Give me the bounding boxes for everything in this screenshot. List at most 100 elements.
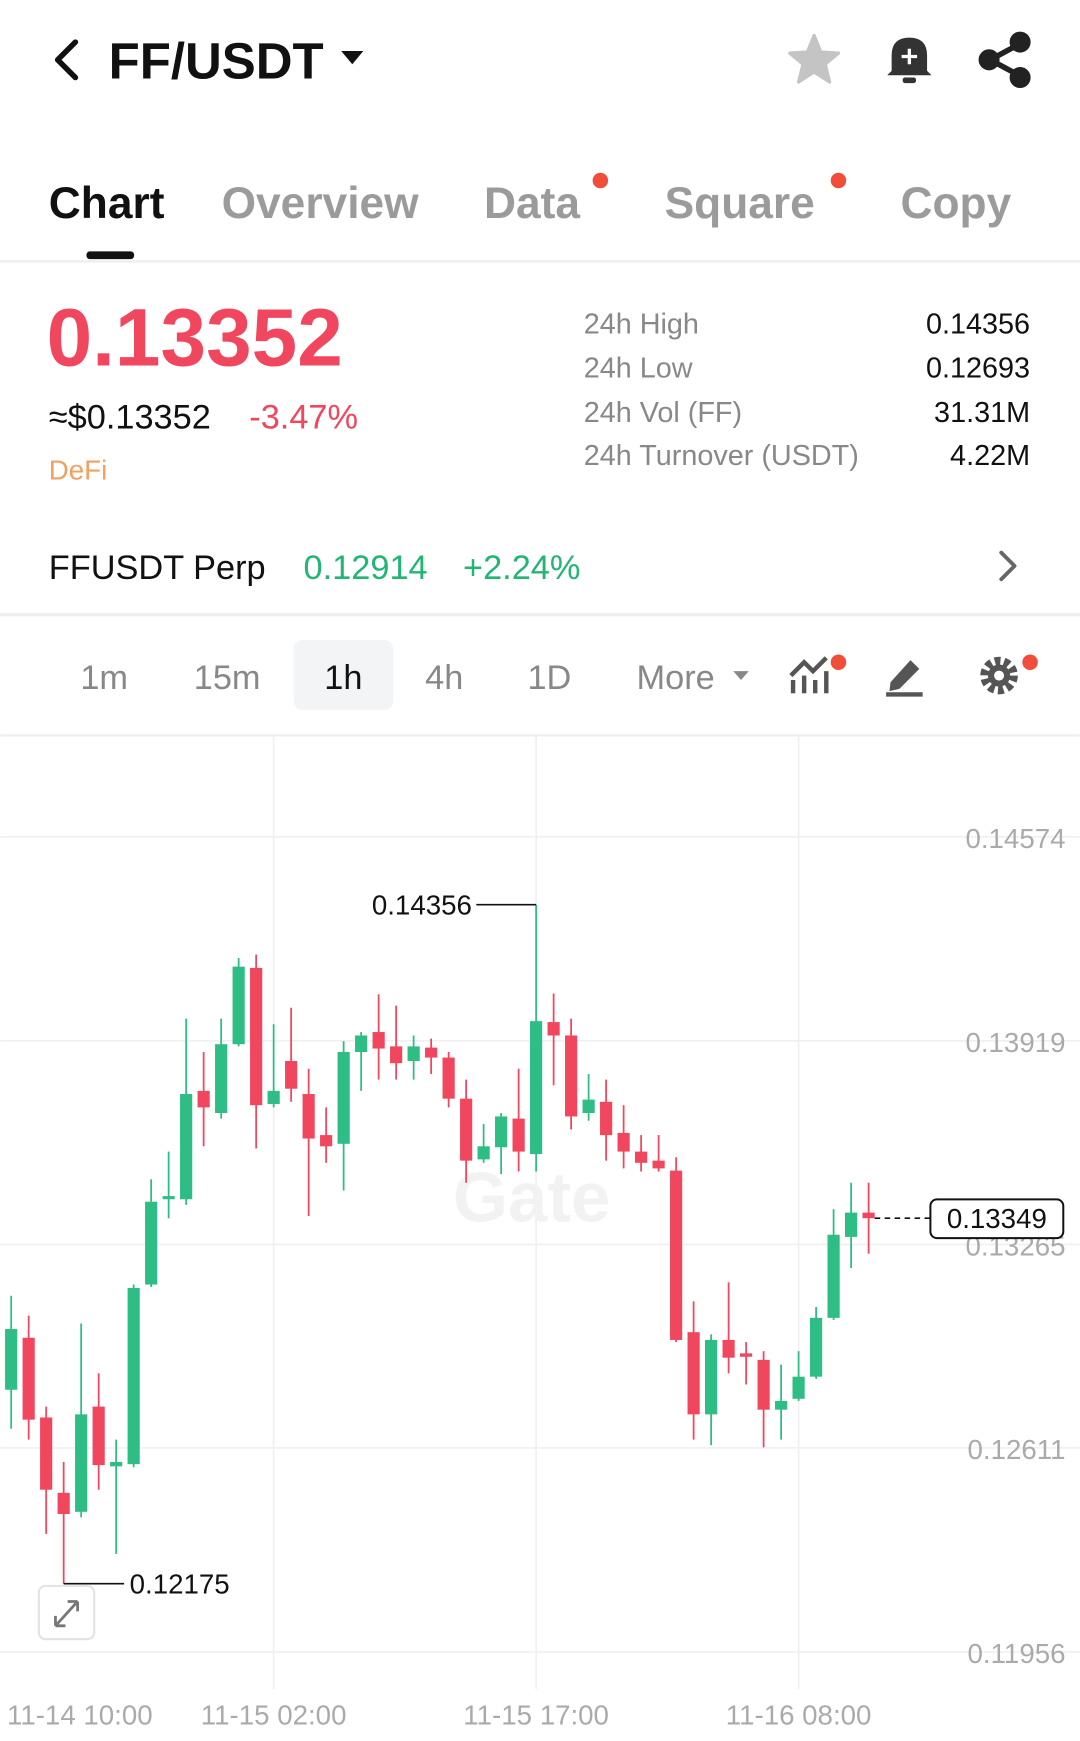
candle-body xyxy=(337,1051,350,1144)
settings-icon[interactable] xyxy=(980,656,1018,695)
usd-price: ≈$0.13352 xyxy=(49,399,211,437)
last-price-tag xyxy=(929,1198,1065,1240)
candle-body xyxy=(22,1337,35,1420)
candle-body xyxy=(302,1094,315,1139)
last-price-label: 0.13349 xyxy=(947,1203,1047,1234)
stat-label: 24h Turnover (USDT) xyxy=(584,440,859,472)
candle-body xyxy=(250,967,263,1106)
x-tick-label: 11-15 17:00 xyxy=(463,1699,609,1730)
stat-label: 24h Vol (FF) xyxy=(584,397,742,429)
interval[interactable]: 1D xyxy=(527,659,571,697)
interval[interactable]: 1h xyxy=(324,659,362,697)
candle-body xyxy=(670,1170,683,1340)
candle-body xyxy=(390,1046,403,1064)
stat-value: 31.31M xyxy=(934,397,1030,429)
y-tick-label: 0.11956 xyxy=(968,1638,1066,1669)
notification-dot xyxy=(830,172,847,189)
notification-dot xyxy=(1022,654,1038,671)
back-button[interactable] xyxy=(54,39,79,81)
tab[interactable]: Chart xyxy=(49,179,165,228)
candle-body xyxy=(635,1151,648,1163)
tab[interactable]: Data xyxy=(484,179,580,228)
interval[interactable]: 4h xyxy=(425,659,463,697)
candle-body xyxy=(565,1035,578,1117)
candle-body xyxy=(460,1098,473,1161)
candle-body xyxy=(792,1376,805,1399)
candle-body xyxy=(145,1201,158,1285)
candle-body xyxy=(232,966,245,1045)
stat-label: 24h Low xyxy=(584,353,693,385)
candle-body xyxy=(75,1414,88,1512)
y-tick-label: 0.13919 xyxy=(965,1027,1065,1058)
candle-body xyxy=(862,1212,875,1219)
interval[interactable]: 15m xyxy=(194,659,261,697)
candle-body xyxy=(215,1044,228,1113)
candle-body xyxy=(162,1196,175,1200)
candle-body xyxy=(652,1160,665,1169)
candle-body xyxy=(617,1132,630,1152)
share-icon[interactable] xyxy=(978,31,1031,89)
perp-change: +2.24% xyxy=(463,549,580,587)
candle-body xyxy=(477,1146,490,1160)
x-tick-label: 11-15 02:00 xyxy=(201,1699,347,1730)
max-label: 0.14356 xyxy=(372,890,472,921)
interval-active-bg xyxy=(293,640,394,710)
candle-body xyxy=(127,1287,140,1465)
min-label: 0.12175 xyxy=(130,1569,230,1600)
alert-icon[interactable] xyxy=(887,37,932,84)
stat-label: 24h High xyxy=(584,308,699,340)
candle-body xyxy=(495,1116,508,1148)
candle-body xyxy=(600,1101,613,1136)
candle-body xyxy=(722,1339,735,1358)
y-tick-label: 0.14574 xyxy=(965,823,1065,854)
stat-value: 4.22M xyxy=(950,440,1030,472)
draw-icon[interactable] xyxy=(886,660,923,697)
candle-body xyxy=(5,1329,18,1390)
candle-body xyxy=(180,1094,193,1200)
sector-tag[interactable]: DeFi xyxy=(49,455,107,486)
perp-row[interactable]: FFUSDT Perp 0.12914 +2.24% xyxy=(49,549,1017,587)
favorite-icon[interactable] xyxy=(788,33,841,84)
candle-body xyxy=(92,1406,105,1466)
candle-body xyxy=(355,1035,368,1052)
perp-name: FFUSDT Perp xyxy=(49,549,266,587)
interval[interactable]: 1m xyxy=(80,659,128,697)
interval[interactable]: More xyxy=(637,659,715,697)
candle-body xyxy=(512,1118,525,1152)
candle-body xyxy=(372,1032,385,1049)
candle-body xyxy=(687,1332,700,1415)
notification-dot xyxy=(592,172,609,189)
more-dropdown[interactable] xyxy=(733,671,749,681)
candle-body xyxy=(582,1099,595,1113)
last-price: 0.13352 xyxy=(47,292,343,383)
indicator-icon[interactable] xyxy=(789,656,829,694)
candle-body xyxy=(740,1353,753,1357)
candle-body xyxy=(705,1339,718,1415)
tab[interactable]: Overview xyxy=(222,179,420,228)
pair-title[interactable]: FF/USDT xyxy=(109,33,324,90)
candle-body xyxy=(425,1047,438,1058)
price-change: -3.47% xyxy=(249,399,358,437)
notification-dot xyxy=(830,654,847,671)
chevron xyxy=(999,550,1017,582)
candle-body xyxy=(775,1400,788,1410)
y-tick-label: 0.12611 xyxy=(968,1434,1066,1465)
candle-body xyxy=(407,1046,420,1062)
candle-body xyxy=(57,1492,70,1514)
tab[interactable]: Square xyxy=(665,179,815,228)
candle-body xyxy=(530,1021,543,1155)
x-tick-label: 11-16 08:00 xyxy=(726,1699,872,1730)
pair-dropdown[interactable] xyxy=(341,50,364,65)
candle-body xyxy=(320,1135,333,1147)
x-tick-label: 11-14 10:00 xyxy=(7,1699,153,1730)
stat-value: 0.14356 xyxy=(926,308,1030,340)
candle-body xyxy=(547,1022,560,1036)
candlestick-chart: Gate0.145740.139190.132650.126110.119561… xyxy=(0,735,1080,1730)
stat-value: 0.12693 xyxy=(926,353,1030,385)
fullscreen-button[interactable] xyxy=(37,1584,96,1641)
candle-body xyxy=(810,1317,823,1377)
candle-body xyxy=(285,1061,298,1089)
tab[interactable]: Copy xyxy=(900,179,1011,228)
